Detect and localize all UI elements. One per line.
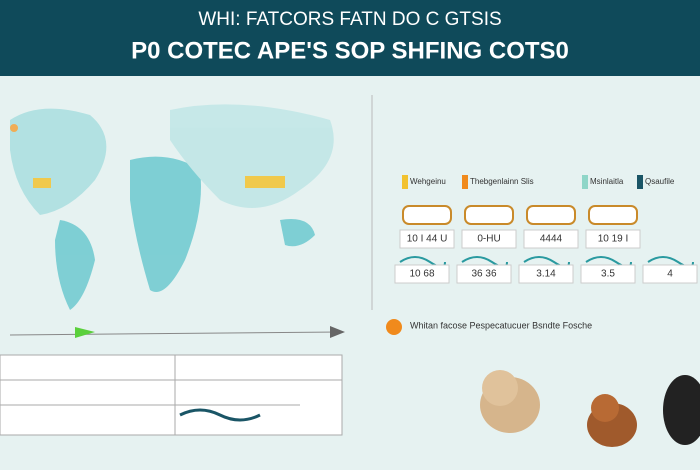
card-value: 36 36 [471,269,496,280]
card [518,264,574,284]
card-value: 10 I 44 U [407,234,448,245]
card-value: 4444 [540,234,563,245]
note-icon [386,319,402,335]
map-region [130,156,201,292]
header-band [0,0,700,76]
map-region [55,220,95,310]
legend-label: Msinlaitla [590,177,624,186]
legend-label: Qsaufile [645,177,675,186]
card-value: 0-HU [477,234,500,245]
legend-swatch [637,175,643,189]
card [399,229,455,249]
map-region [170,104,334,208]
map-highlight [245,176,285,188]
title-line1: WHI: FATCORS FATN DO C GTSIS [198,9,501,30]
map-region [280,219,315,247]
table-sketch [0,354,343,436]
legend-swatch [462,175,468,189]
legend-label: Wehgeinu [410,177,446,186]
map-region [10,108,107,215]
card-value: 4 [667,269,673,280]
card-icon [402,205,452,225]
dog [663,375,700,445]
card-icon [464,205,514,225]
card-value: 10 19 I [598,234,629,245]
timeline-marker [75,327,95,338]
card [461,229,517,249]
dog-head [482,370,518,406]
timeline-arrow [330,326,345,338]
legend-label: Thebgenlainn Slis [470,177,534,186]
map-highlight [33,178,51,188]
legend-swatch [582,175,588,189]
legend-swatch [402,175,408,189]
table-wave [179,408,261,422]
card [585,229,641,249]
table-frame [0,354,343,436]
legend: Wehgeinu Thebgenlainn Slis Msinlaitla Qsauf… [402,175,675,189]
cards: 10 I 44 U 0-HU 4444 10 19 I 10 68 36 36 3.14 3.… [394,205,698,284]
card [523,229,579,249]
title-line2: P0 COTEC APE'S SOP SHFING COTS0 [131,37,569,64]
card-icon [526,205,576,225]
timeline [9,331,341,336]
card [456,264,512,284]
dog-illustrations [480,370,700,447]
card [394,264,450,284]
note: Whitan facose Pespecatucuer Bsndte Fosch… [410,320,592,330]
card [642,264,698,284]
card [580,264,636,284]
card-value: 10 68 [409,269,434,280]
card-icon [588,205,638,225]
dog-head [591,394,619,422]
map-highlight [10,124,18,132]
world-map [10,104,334,310]
card-value: 3.14 [536,269,556,280]
card-value: 3.5 [601,269,615,280]
